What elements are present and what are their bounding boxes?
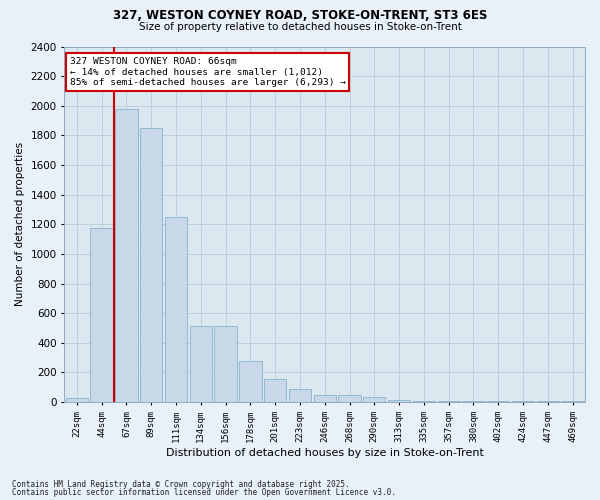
X-axis label: Distribution of detached houses by size in Stoke-on-Trent: Distribution of detached houses by size … <box>166 448 484 458</box>
Bar <box>65 398 88 402</box>
Bar <box>239 362 262 402</box>
Bar <box>115 110 137 402</box>
Text: Contains HM Land Registry data © Crown copyright and database right 2025.: Contains HM Land Registry data © Crown c… <box>12 480 350 489</box>
Text: Size of property relative to detached houses in Stoke-on-Trent: Size of property relative to detached ho… <box>139 22 461 32</box>
Bar <box>91 228 113 402</box>
Bar <box>314 396 336 402</box>
Bar <box>140 128 163 402</box>
Bar <box>289 388 311 402</box>
Text: 327 WESTON COYNEY ROAD: 66sqm
← 14% of detached houses are smaller (1,012)
85% o: 327 WESTON COYNEY ROAD: 66sqm ← 14% of d… <box>70 57 346 87</box>
Y-axis label: Number of detached properties: Number of detached properties <box>15 142 25 306</box>
Bar <box>190 326 212 402</box>
Text: 327, WESTON COYNEY ROAD, STOKE-ON-TRENT, ST3 6ES: 327, WESTON COYNEY ROAD, STOKE-ON-TRENT,… <box>113 9 487 22</box>
Bar <box>264 379 286 402</box>
Text: Contains public sector information licensed under the Open Government Licence v3: Contains public sector information licen… <box>12 488 396 497</box>
Bar <box>165 217 187 402</box>
Bar <box>214 326 237 402</box>
Bar <box>413 400 435 402</box>
Bar <box>338 396 361 402</box>
Bar <box>363 397 385 402</box>
Bar <box>388 400 410 402</box>
